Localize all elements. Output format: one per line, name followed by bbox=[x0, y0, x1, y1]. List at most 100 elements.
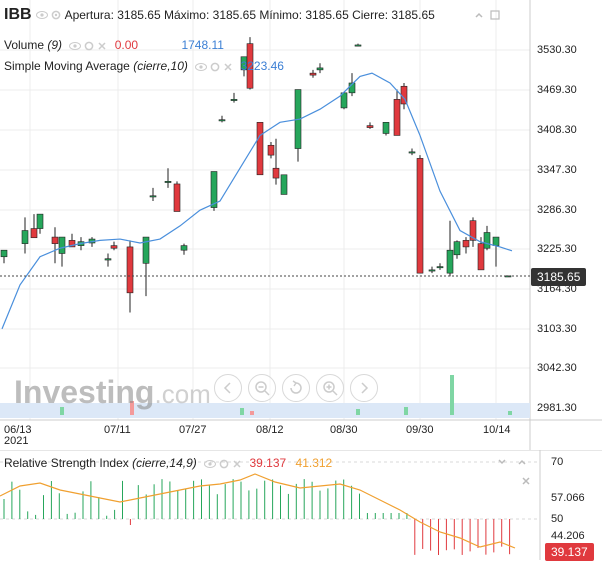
date-tick: 08/30 bbox=[330, 424, 358, 436]
rsi-value-a: 39.137 bbox=[249, 456, 287, 470]
candle-body bbox=[477, 243, 485, 271]
eye-icon[interactable] bbox=[35, 11, 48, 19]
chevron-down-icon[interactable] bbox=[496, 456, 508, 468]
sma-value: 3223.46 bbox=[240, 59, 284, 73]
rsi-panel-controls bbox=[496, 456, 528, 468]
candle-body bbox=[110, 245, 118, 249]
expand-icon[interactable] bbox=[489, 9, 501, 21]
candle-body bbox=[408, 151, 416, 154]
candle-body bbox=[180, 245, 188, 251]
candle-body bbox=[126, 246, 134, 294]
price-tick: 3530.30 bbox=[537, 44, 577, 56]
eye-icon[interactable] bbox=[195, 62, 208, 71]
price-tick: 3469.30 bbox=[537, 84, 577, 96]
collapse-icon[interactable] bbox=[516, 456, 528, 468]
settings-icon[interactable] bbox=[210, 62, 220, 72]
nav-arrow-right-icon[interactable] bbox=[350, 374, 378, 402]
close-icon[interactable] bbox=[223, 62, 233, 72]
rsi-signal-line bbox=[0, 473, 516, 549]
candle-body bbox=[230, 99, 238, 101]
price-tick: 3347.30 bbox=[537, 164, 577, 176]
price-tick: 3286.30 bbox=[537, 204, 577, 216]
candle-body bbox=[340, 92, 348, 109]
candle-body bbox=[246, 43, 254, 89]
candle-body bbox=[218, 119, 226, 122]
volume-legend: Volume (9) 0.00 1748.11 bbox=[4, 38, 224, 52]
zoom-in-icon[interactable] bbox=[316, 374, 344, 402]
eye-icon[interactable] bbox=[69, 41, 82, 50]
volume-value-b: 1748.11 bbox=[181, 38, 224, 52]
year-label: 2021 bbox=[4, 435, 29, 447]
settings-icon[interactable] bbox=[84, 41, 94, 51]
rsi-tick: 57.066 bbox=[551, 492, 585, 504]
volume-bar bbox=[130, 401, 134, 415]
candle-body bbox=[256, 122, 264, 176]
close-icon[interactable] bbox=[97, 41, 107, 51]
rsi-param: (cierre,14,9) bbox=[132, 456, 197, 470]
ohlc-values: Apertura: 3185.65 Máximo: 3185.65 Mínimo… bbox=[64, 8, 435, 22]
candle-body bbox=[0, 249, 8, 258]
volume-value-a: 0.00 bbox=[114, 38, 139, 52]
volume-param: (9) bbox=[47, 38, 63, 52]
price-tick: 3164.30 bbox=[537, 283, 577, 295]
eye-icon[interactable] bbox=[204, 459, 217, 468]
candle-body bbox=[469, 220, 477, 241]
candle-body bbox=[382, 122, 390, 134]
volume-bar bbox=[508, 411, 512, 415]
rsi-chart[interactable] bbox=[0, 450, 602, 560]
investing-watermark: Investing.com bbox=[14, 374, 211, 411]
candle-body bbox=[492, 236, 500, 246]
nav-arrow-left-icon[interactable] bbox=[214, 374, 242, 402]
sma-controls bbox=[195, 62, 233, 72]
candle-body bbox=[309, 72, 317, 76]
volume-bar bbox=[356, 409, 360, 415]
candle-body bbox=[36, 213, 44, 229]
rsi-name: Relative Strength Index bbox=[4, 456, 129, 470]
zoom-out-icon[interactable] bbox=[248, 374, 276, 402]
candle-body bbox=[446, 249, 454, 274]
price-chart[interactable] bbox=[0, 0, 602, 450]
candle-body bbox=[58, 236, 66, 254]
candle-body bbox=[210, 171, 218, 208]
candle-body bbox=[51, 236, 59, 244]
date-tick: 09/30 bbox=[406, 424, 434, 436]
sma-param: (cierre,10) bbox=[133, 59, 188, 73]
date-tick: 10/14 bbox=[483, 424, 511, 436]
rsi-current-tag: 39.137 bbox=[545, 543, 594, 561]
rsi-tick: 70 bbox=[551, 456, 564, 468]
reset-icon[interactable] bbox=[282, 374, 310, 402]
candle-body bbox=[316, 67, 324, 71]
rsi-tick: 50 bbox=[551, 513, 564, 525]
close-icon[interactable] bbox=[520, 475, 532, 487]
candle-body bbox=[142, 236, 150, 264]
candle-body bbox=[354, 44, 362, 47]
rsi-value-b: 41.312 bbox=[295, 456, 333, 470]
settings-icon[interactable] bbox=[219, 459, 229, 469]
candle-body bbox=[393, 99, 401, 136]
symbol-controls bbox=[35, 10, 61, 20]
watermark-suffix: .com bbox=[154, 379, 211, 409]
date-tick: 07/27 bbox=[179, 424, 207, 436]
candle-body bbox=[483, 232, 491, 249]
sma-name: Simple Moving Average bbox=[4, 59, 130, 73]
rsi-close-button[interactable] bbox=[520, 474, 532, 492]
close-icon[interactable] bbox=[232, 459, 242, 469]
price-tick: 3103.30 bbox=[537, 323, 577, 335]
price-tick: 3408.30 bbox=[537, 124, 577, 136]
chart-navigation bbox=[214, 374, 378, 402]
volume-bar bbox=[60, 407, 64, 415]
rsi-controls bbox=[204, 459, 242, 469]
candle-body bbox=[68, 240, 76, 248]
settings-icon[interactable] bbox=[51, 10, 61, 20]
price-tick: 2981.30 bbox=[537, 402, 577, 414]
candle-body bbox=[453, 241, 461, 256]
volume-bar bbox=[250, 411, 254, 415]
volume-bar bbox=[240, 408, 244, 415]
candle-body bbox=[267, 144, 275, 156]
candle-body bbox=[21, 230, 29, 244]
volume-controls bbox=[69, 41, 107, 51]
collapse-icon[interactable] bbox=[473, 9, 485, 21]
candle-body bbox=[104, 258, 112, 261]
rsi-legend: Relative Strength Index (cierre,14,9) 39… bbox=[4, 456, 332, 470]
